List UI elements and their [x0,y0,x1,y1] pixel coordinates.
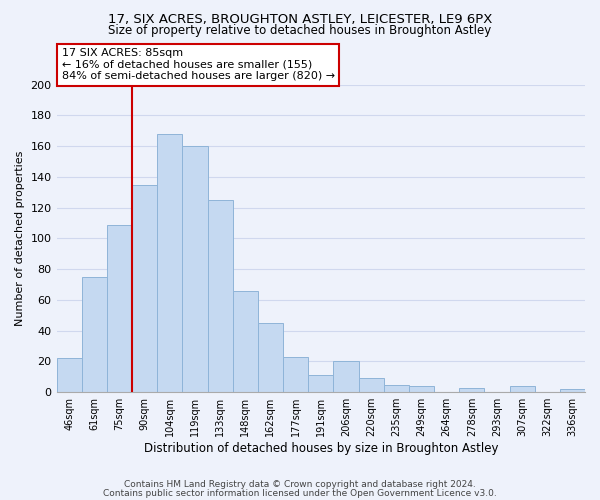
Bar [283,357,308,392]
Bar [258,323,283,392]
Bar [233,290,258,392]
Bar [157,134,182,392]
Bar [82,277,107,392]
X-axis label: Distribution of detached houses by size in Broughton Astley: Distribution of detached houses by size … [143,442,498,455]
Bar [560,389,585,392]
Bar [308,376,334,392]
Bar [334,362,359,392]
Text: Size of property relative to detached houses in Broughton Astley: Size of property relative to detached ho… [109,24,491,37]
Bar [182,146,208,392]
Bar [409,386,434,392]
Text: Contains public sector information licensed under the Open Government Licence v3: Contains public sector information licen… [103,489,497,498]
Text: Contains HM Land Registry data © Crown copyright and database right 2024.: Contains HM Land Registry data © Crown c… [124,480,476,489]
Text: 17, SIX ACRES, BROUGHTON ASTLEY, LEICESTER, LE9 6PX: 17, SIX ACRES, BROUGHTON ASTLEY, LEICEST… [108,12,492,26]
Bar [107,224,132,392]
Bar [359,378,383,392]
Y-axis label: Number of detached properties: Number of detached properties [15,150,25,326]
Bar [383,384,409,392]
Bar [459,388,484,392]
Bar [132,184,157,392]
Bar [208,200,233,392]
Bar [56,358,82,392]
Text: 17 SIX ACRES: 85sqm
← 16% of detached houses are smaller (155)
84% of semi-detac: 17 SIX ACRES: 85sqm ← 16% of detached ho… [62,48,335,82]
Bar [509,386,535,392]
